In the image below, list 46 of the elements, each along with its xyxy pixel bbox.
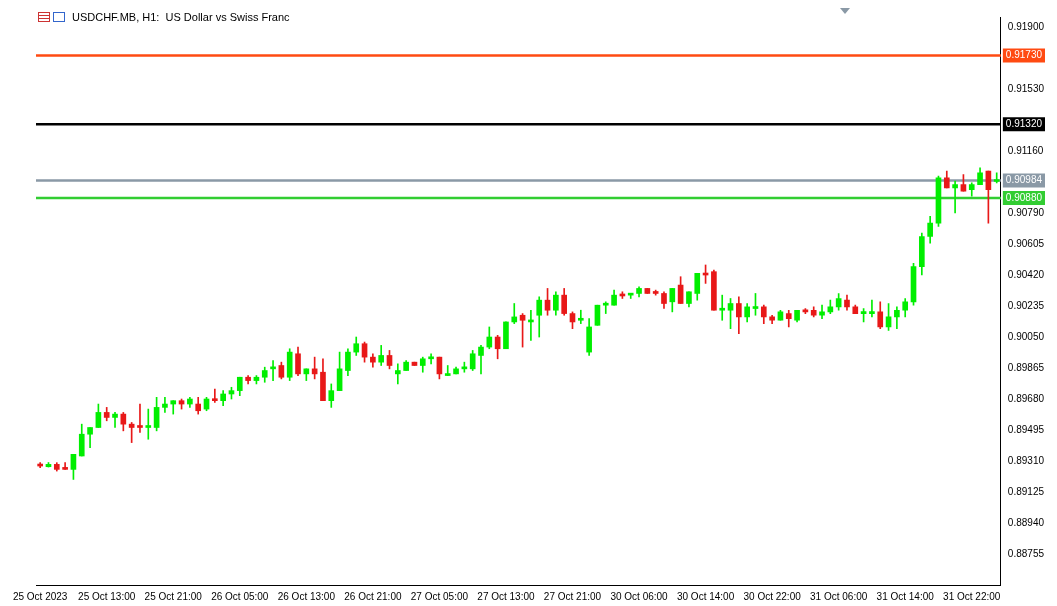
x-tick-label: 31 Oct 14:00	[876, 590, 935, 602]
candlestick	[577, 309, 584, 324]
candlestick	[952, 180, 958, 214]
candlestick	[145, 408, 152, 440]
x-tick-label: 26 Oct 21:00	[344, 590, 402, 602]
y-tick-label: 0.88755	[1007, 547, 1045, 559]
y-tick-label: 0.90050	[1007, 330, 1045, 342]
candlestick	[394, 363, 401, 385]
x-tick-label: 27 Oct 05:00	[410, 590, 469, 602]
y-tick-label: 0.90235	[1007, 299, 1045, 311]
y-tick-label: 0.89680	[1007, 392, 1045, 404]
candlestick	[162, 397, 168, 413]
x-tick-label: 30 Oct 06:00	[610, 590, 669, 602]
candlestick	[869, 299, 875, 318]
candlestick	[137, 403, 143, 433]
y-tick-label: 0.89865	[1007, 361, 1045, 373]
y-tick-label: 0.90420	[1007, 268, 1045, 280]
candlestick	[112, 412, 118, 428]
y-tick-label: 0.90790	[1007, 206, 1045, 218]
x-tick-label: 30 Oct 22:00	[743, 590, 802, 602]
candlestick	[212, 388, 218, 403]
y-tick-label: 0.89125	[1007, 485, 1045, 497]
ref-line-label: 0.91730	[1005, 49, 1043, 61]
x-tick-label: 26 Oct 05:00	[211, 590, 269, 602]
candlestick	[511, 303, 518, 324]
y-tick-label: 0.91160	[1007, 144, 1044, 156]
candlestick	[719, 294, 726, 321]
y-tick-label: 0.89310	[1007, 454, 1045, 466]
x-tick-label: 31 Oct 22:00	[943, 590, 1001, 602]
x-tick-label: 30 Oct 14:00	[676, 590, 735, 602]
x-tick-label: 25 Oct 2023	[12, 590, 68, 602]
y-tick-label: 0.88940	[1007, 516, 1045, 528]
x-tick-label: 27 Oct 13:00	[477, 590, 536, 602]
x-tick-label: 25 Oct 13:00	[78, 590, 136, 602]
ref-line-label: 0.90880	[1005, 191, 1043, 203]
y-tick-label: 0.90605	[1007, 237, 1045, 249]
y-tick-label: 0.91900	[1007, 20, 1045, 32]
x-tick-label: 26 Oct 13:00	[277, 590, 336, 602]
x-tick-label: 27 Oct 21:00	[543, 590, 602, 602]
y-tick-label: 0.89495	[1007, 423, 1045, 435]
ref-line-label: 0.90984	[1005, 174, 1043, 186]
x-tick-label: 31 Oct 06:00	[810, 590, 868, 602]
ref-line-label: 0.91320	[1005, 117, 1043, 129]
chart-title: USDCHF.MB, H1: US Dollar vs Swiss Franc	[72, 11, 290, 23]
x-tick-label: 25 Oct 21:00	[144, 590, 203, 602]
y-tick-label: 0.91530	[1007, 82, 1045, 94]
